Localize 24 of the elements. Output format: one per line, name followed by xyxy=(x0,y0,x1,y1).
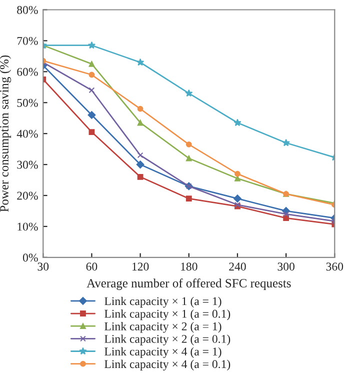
y-tick-label: 50% xyxy=(17,98,38,107)
y-tick-label: 20% xyxy=(17,192,38,200)
y-tick-label: 70% xyxy=(17,36,38,45)
y-tick-label: 40% xyxy=(16,130,38,138)
x-axis-title: Average number of offered SFC requests xyxy=(86,278,291,290)
x-tick-label: 240 xyxy=(229,262,246,271)
legend-label: Link capacity × 4 (a = 1) xyxy=(104,347,222,358)
x-tick-label: 300 xyxy=(278,262,294,271)
x-tick-label: 180 xyxy=(181,262,198,271)
x-tick-label: 30 xyxy=(38,262,49,271)
x-tick-label: 360 xyxy=(326,262,344,271)
y-tick-label: 30% xyxy=(17,160,38,169)
x-tick-label: 120 xyxy=(132,262,149,271)
x-tick-label: 60 xyxy=(86,262,98,271)
y-axis-title: Power consumption saving (%) xyxy=(0,55,12,212)
legend-label: Link capacity × 2 (a = 0.1) xyxy=(104,334,230,346)
legend-label: Link capacity × 2 (a = 1) xyxy=(104,322,222,333)
y-tick-label: 0% xyxy=(22,254,38,262)
legend-label: Link capacity × 1 (a = 1) xyxy=(104,296,222,308)
y-tick-label: 60% xyxy=(17,68,38,76)
y-tick-label: 10% xyxy=(18,222,38,231)
legend-label: Link capacity × 4 (a = 0.1) xyxy=(104,360,230,371)
legend-label: Link capacity × 1 (a = 0.1) xyxy=(104,309,230,320)
y-tick-label: 80% xyxy=(17,6,38,14)
